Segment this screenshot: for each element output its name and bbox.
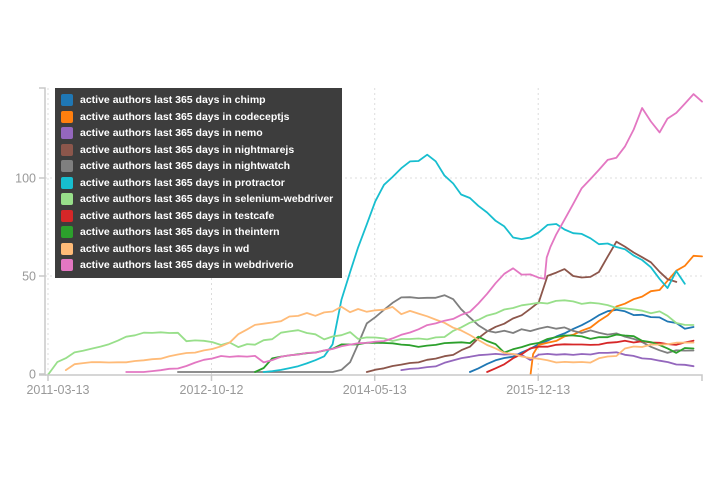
legend-item-theintern: active authors last 365 days in theinter… [61,224,333,241]
series-line-webdriverio [125,93,703,373]
legend-swatch-nemo [61,127,73,140]
legend-label: active authors last 365 days in protract… [80,176,285,189]
x-axis-label: 2015-12-13 [506,383,570,397]
legend-swatch-protractor [61,176,73,189]
legend-label: active authors last 365 days in nemo [80,127,263,140]
legend-label: active authors last 365 days in wd [80,242,250,255]
legend-swatch-selenium-webdriver [61,193,73,206]
legend-swatch-chimp [61,94,73,107]
legend-swatch-nightwatch [61,160,73,173]
legend-swatch-wd [61,242,73,255]
legend-swatch-nightmarejs [61,143,73,156]
series-line-nemo [400,351,695,371]
legend-swatch-testcafe [61,209,73,222]
legend-label: active authors last 365 days in nightmar… [80,143,295,156]
legend-label: active authors last 365 days in testcafe [80,209,275,222]
legend-label: active authors last 365 days in webdrive… [80,259,294,272]
legend-item-nightwatch: active authors last 365 days in nightwat… [61,158,333,175]
x-axis-label: 2012-10-12 [180,383,244,397]
series-line-chimp [469,308,695,373]
legend-label: active authors last 365 days in selenium… [80,193,334,206]
legend-label: active authors last 365 days in theinter… [80,226,280,239]
series-line-testcafe [486,339,695,373]
series-line-nightmarejs [365,240,678,373]
chart-legend: active authors last 365 days in chimp act… [55,88,343,278]
y-axis-label: 100 [15,172,36,186]
legend-swatch-webdriverio [61,259,73,272]
legend-item-nightmarejs: active authors last 365 days in nightmar… [61,142,333,159]
legend-item-testcafe: active authors last 365 days in testcafe [61,208,333,225]
legend-item-webdriverio: active authors last 365 days in webdrive… [61,257,333,274]
series-line-selenium-webdriver [47,299,695,375]
x-axis-label: 2014-05-13 [343,383,407,397]
y-axis [39,87,46,376]
series-line-codeceptjs [529,254,703,375]
legend-item-nemo: active authors last 365 days in nemo [61,125,333,142]
legend-item-wd: active authors last 365 days in wd [61,241,333,258]
series-line-theintern [254,333,695,373]
legend-label: active authors last 365 days in chimp [80,94,266,107]
legend-swatch-codeceptjs [61,110,73,123]
legend-swatch-theintern [61,226,73,239]
x-axis-label: 2011-03-13 [26,383,89,397]
legend-item-chimp: active authors last 365 days in chimp [61,92,333,109]
legend-item-selenium-webdriver: active authors last 365 days in selenium… [61,191,333,208]
y-axis-label: 0 [29,368,36,382]
legend-item-protractor: active authors last 365 days in protract… [61,175,333,192]
series-line-wd [64,305,695,371]
legend-label: active authors last 365 days in nightwat… [80,160,291,173]
y-axis-label: 50 [22,270,36,284]
legend-label: active authors last 365 days in codecept… [80,110,290,123]
legend-item-codeceptjs: active authors last 365 days in codecept… [61,109,333,126]
x-axis [45,374,703,381]
